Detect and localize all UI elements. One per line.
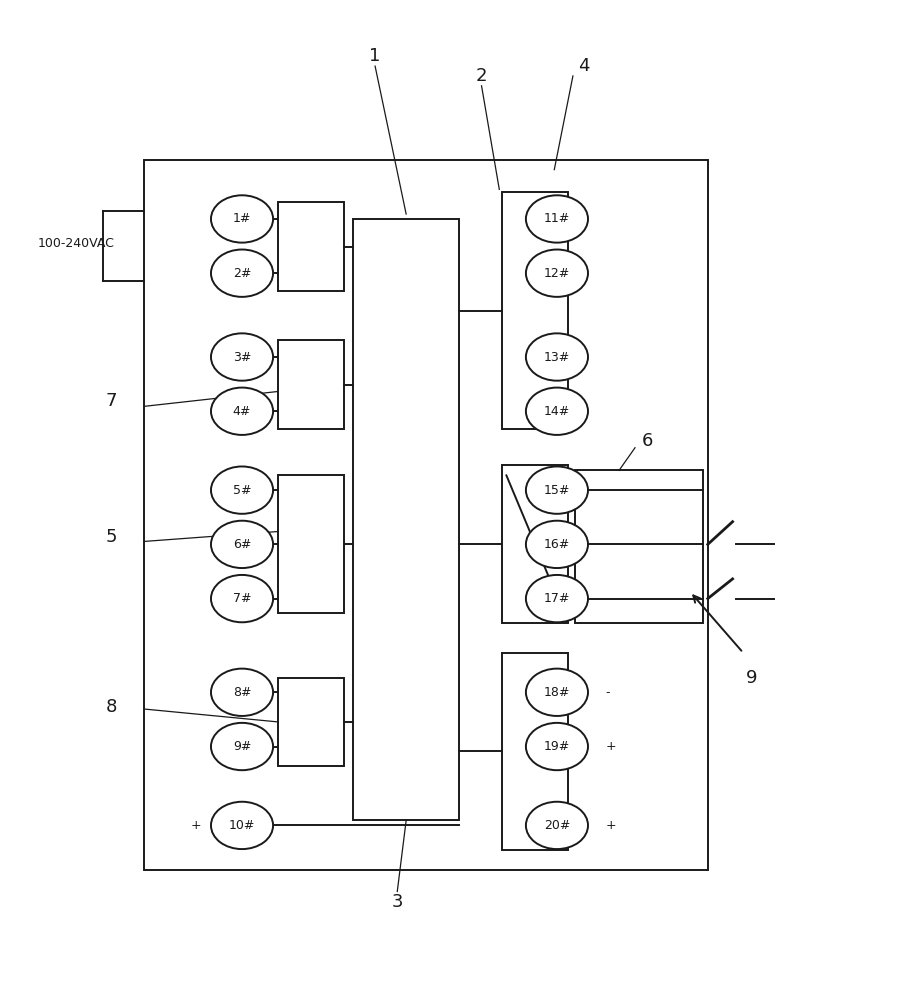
Text: +: + (602, 819, 616, 832)
Ellipse shape (211, 669, 273, 716)
Ellipse shape (526, 669, 588, 716)
Text: 4: 4 (578, 57, 589, 75)
Text: 2: 2 (476, 67, 487, 85)
Ellipse shape (526, 388, 588, 435)
Text: 8: 8 (106, 698, 117, 716)
Ellipse shape (526, 575, 588, 622)
Text: 1#: 1# (232, 212, 251, 225)
Text: 9#: 9# (232, 740, 251, 753)
Ellipse shape (211, 802, 273, 849)
Bar (144, 160, 708, 870)
Text: 17#: 17# (544, 592, 570, 605)
Bar (502, 192, 569, 429)
Bar (278, 202, 344, 291)
Bar (502, 653, 569, 850)
Text: -: - (602, 686, 610, 699)
Ellipse shape (526, 521, 588, 568)
Text: 10#: 10# (229, 819, 255, 832)
Text: +: + (190, 819, 201, 832)
Bar (278, 340, 344, 429)
Ellipse shape (211, 466, 273, 514)
Bar (278, 475, 344, 613)
Ellipse shape (211, 195, 273, 243)
Ellipse shape (526, 195, 588, 243)
Text: 20#: 20# (544, 819, 570, 832)
Text: 3: 3 (392, 893, 403, 911)
Ellipse shape (526, 723, 588, 770)
Text: 19#: 19# (544, 740, 570, 753)
Text: 6: 6 (642, 432, 653, 450)
Ellipse shape (211, 333, 273, 381)
Text: +: + (602, 740, 616, 753)
Ellipse shape (211, 250, 273, 297)
Bar (278, 678, 344, 766)
Ellipse shape (211, 388, 273, 435)
Text: 6#: 6# (232, 538, 251, 551)
Text: 8#: 8# (232, 686, 251, 699)
Ellipse shape (526, 802, 588, 849)
Text: 13#: 13# (544, 351, 570, 364)
Ellipse shape (211, 575, 273, 622)
Text: 5#: 5# (232, 484, 251, 497)
Bar (353, 219, 460, 820)
Text: 5: 5 (106, 528, 117, 546)
Text: 9: 9 (746, 669, 758, 687)
Text: 11#: 11# (544, 212, 570, 225)
Text: 18#: 18# (544, 686, 570, 699)
Ellipse shape (211, 521, 273, 568)
Text: 7#: 7# (232, 592, 251, 605)
Text: 7: 7 (106, 392, 117, 410)
Ellipse shape (526, 466, 588, 514)
Text: 4#: 4# (232, 405, 251, 418)
Text: 16#: 16# (544, 538, 570, 551)
Bar (502, 465, 569, 623)
Text: 3#: 3# (232, 351, 251, 364)
Text: 15#: 15# (544, 484, 570, 497)
Bar (575, 470, 704, 623)
Text: 12#: 12# (544, 267, 570, 280)
Text: 2#: 2# (232, 267, 251, 280)
Ellipse shape (526, 250, 588, 297)
Text: 1: 1 (369, 47, 381, 65)
Ellipse shape (211, 723, 273, 770)
Text: 14#: 14# (544, 405, 570, 418)
Text: 100-240VAC: 100-240VAC (38, 237, 114, 250)
Ellipse shape (526, 333, 588, 381)
